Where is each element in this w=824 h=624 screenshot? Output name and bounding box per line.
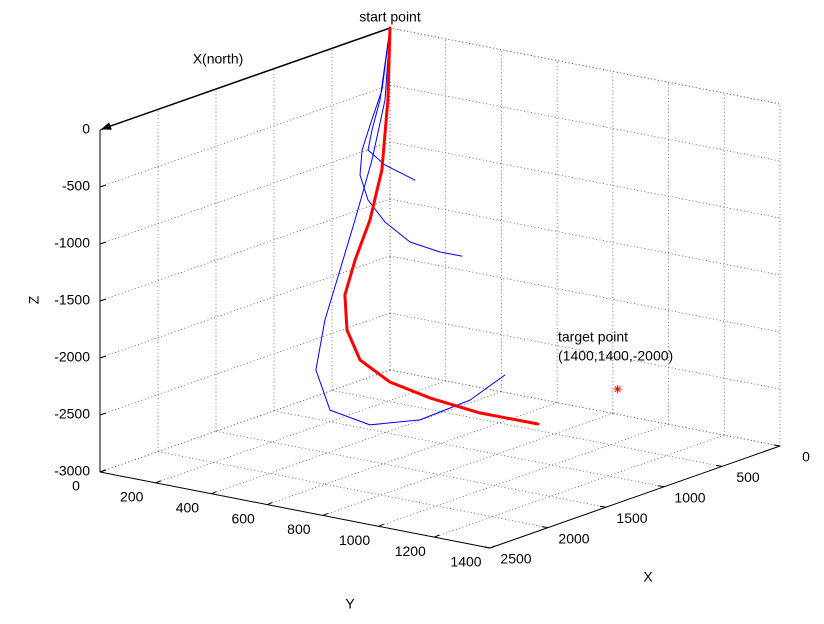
x-axis [489, 445, 781, 549]
y-tick-label: 800 [287, 521, 311, 537]
y-tick-label: 200 [120, 489, 144, 505]
grid-line [378, 423, 669, 527]
y-tick [266, 502, 273, 506]
grid-line [99, 369, 391, 473]
x-tick [773, 444, 781, 447]
grid-line [389, 141, 781, 219]
grid-line [389, 198, 781, 276]
y-tick-label: 0 [72, 478, 80, 494]
z-tick-label: -1500 [54, 292, 90, 308]
z-tick-label: -2000 [54, 349, 90, 365]
grid-line [99, 255, 391, 359]
y-axis-label: Y [345, 596, 355, 612]
x-tick-label: 2000 [558, 530, 589, 546]
x-tick-label: 1000 [674, 490, 705, 506]
marker-stroke [614, 385, 621, 393]
annotation: start point [359, 9, 421, 25]
grid-line [211, 391, 502, 495]
grid-line [389, 84, 781, 162]
line [315, 27, 506, 426]
north-arrow [101, 27, 391, 130]
y-tick [378, 523, 384, 527]
x-axis-label: X [643, 569, 653, 585]
x-tick-label: 2500 [500, 551, 531, 567]
box-edge [389, 27, 781, 105]
y-tick-label: 1400 [450, 554, 481, 570]
x-tick-label: 0 [802, 449, 810, 465]
line [359, 27, 463, 257]
grid-line [331, 390, 723, 467]
z-tick [99, 355, 107, 359]
x-tick [657, 485, 665, 488]
grid-line [99, 141, 391, 245]
y-tick-label: 1000 [339, 532, 370, 548]
y-tick-label: 400 [176, 499, 200, 515]
z-tick-label: -1000 [54, 235, 90, 251]
y-tick [211, 491, 217, 495]
z-tick-label: -2500 [54, 406, 90, 422]
y-tick [322, 512, 329, 516]
y-tick-label: 600 [231, 510, 255, 526]
z-tick [99, 184, 107, 188]
grid-line [99, 198, 391, 302]
line [343, 26, 540, 426]
grid [99, 27, 781, 549]
grid-line [389, 369, 781, 447]
z-tick [99, 412, 107, 416]
line [367, 27, 416, 181]
y-tick [155, 480, 161, 484]
z-tick [99, 241, 107, 245]
grid-line [215, 430, 607, 508]
grid-line [273, 410, 665, 488]
grid-line [99, 312, 391, 416]
grid-line [157, 451, 549, 528]
target-marker [613, 385, 622, 394]
plot-area [315, 26, 622, 426]
z-tick-label: -3000 [54, 463, 90, 479]
x-tick-label: 1500 [616, 510, 647, 526]
y-axis [99, 471, 491, 549]
z-tick-label: -500 [62, 178, 90, 194]
z-tick [99, 298, 107, 302]
y-tick [434, 534, 440, 538]
y-tick [489, 545, 496, 549]
annotation: target point [558, 329, 628, 345]
grid-line [155, 380, 446, 484]
z-axis-label: Z [26, 295, 42, 304]
grid-line [267, 402, 558, 505]
x-tick-label: 500 [736, 469, 760, 485]
x-tick [599, 505, 607, 508]
grid-line [434, 434, 725, 538]
y-tick [99, 469, 106, 473]
grid-line [389, 255, 781, 333]
axes: 0-500-1000-1500-2000-2500-30000200400600… [54, 121, 810, 570]
grid-line [99, 84, 391, 188]
grid-line [322, 413, 613, 516]
x-tick [715, 464, 723, 467]
x-tick [541, 526, 549, 529]
z-tick-label: 0 [82, 121, 90, 137]
x-tick [483, 546, 491, 549]
annotation: X(north) [193, 51, 244, 67]
annotation: (1400,1400,-2000) [558, 348, 673, 364]
y-tick-label: 1200 [395, 543, 426, 559]
